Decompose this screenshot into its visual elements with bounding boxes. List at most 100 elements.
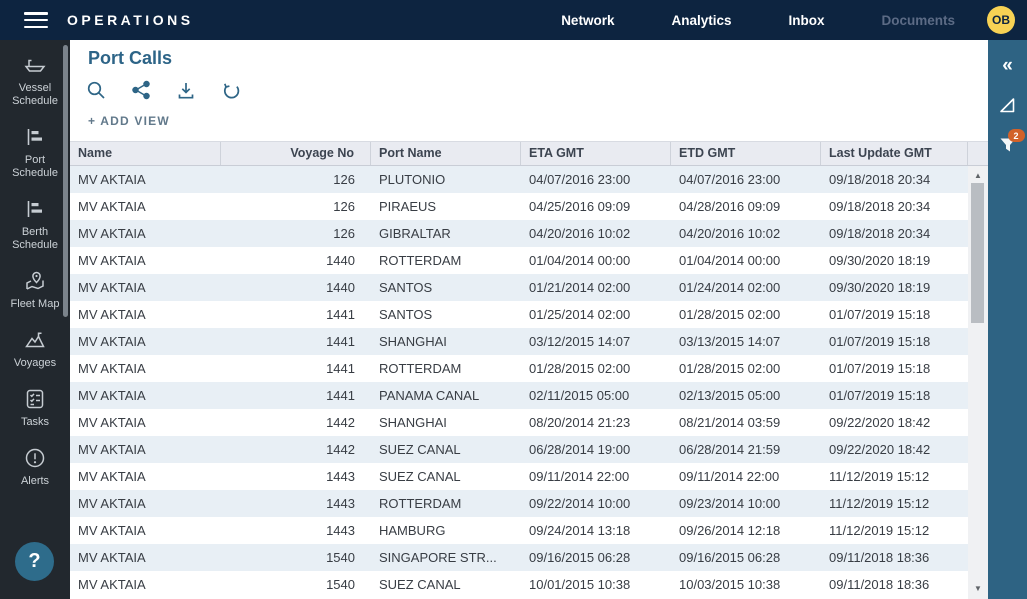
cell-voyage-no: 1540 [326,577,355,592]
table-toolbar [85,79,988,101]
sidebar-item-tasks[interactable]: Tasks [0,387,70,429]
cell-voyage-no: 1442 [326,415,355,430]
cell-last-update-gmt: 01/07/2019 15:18 [829,334,931,349]
sidebar-item-label: Port Schedule [12,154,58,179]
cell-last-update-gmt: 11/12/2019 15:12 [829,469,930,484]
cell-etd-gmt: 06/28/2014 21:59 [679,442,781,457]
cell-last-update-gmt: 09/18/2018 20:34 [829,172,931,187]
column-header-port-name[interactable]: Port Name [371,142,521,165]
cell-port-name: PIRAEUS [379,199,437,214]
scrollbar-thumb[interactable] [971,183,984,323]
table-row[interactable]: MV AKTAIA 1443 HAMBURG 09/24/2014 13:18 09/2… [70,517,968,544]
table-row[interactable]: MV AKTAIA 1540 SINGAPORE STR... 09/16/2015 … [70,544,968,571]
column-header-name[interactable]: Name [70,142,221,165]
cell-port-name: SANTOS [379,280,433,295]
search-icon [85,79,107,101]
cell-name: MV AKTAIA [78,172,146,187]
sidebar-item-voyages[interactable]: Voyages [0,328,70,370]
collapse-panel-button[interactable]: « [991,48,1025,82]
cell-eta-gmt: 09/11/2014 22:00 [529,469,630,484]
cell-port-name: SUEZ CANAL [379,442,461,457]
add-view-button[interactable]: + ADD VIEW [88,114,170,128]
table-row[interactable]: MV AKTAIA 1441 SHANGHAI 03/12/2015 14:07 03/… [70,328,968,355]
cell-name: MV AKTAIA [78,253,146,268]
cell-voyage-no: 1442 [326,442,355,457]
select-cursor-icon [997,95,1018,116]
sidebar-item-fleet-map[interactable]: Fleet Map [0,269,70,311]
column-header-eta-gmt[interactable]: ETA GMT [521,142,671,165]
cell-voyage-no: 1440 [326,280,355,295]
table-scrollbar[interactable]: ▲ ▼ [968,166,988,599]
cell-last-update-gmt: 09/30/2020 18:19 [829,280,931,295]
cell-port-name: ROTTERDAM [379,253,462,268]
sidebar-item-label: Alerts [20,475,50,487]
select-tool-button[interactable] [991,88,1025,122]
scroll-down-arrow[interactable]: ▼ [974,583,982,593]
cell-last-update-gmt: 09/11/2018 18:36 [829,550,930,565]
table-row[interactable]: MV AKTAIA 1441 PANAMA CANAL 02/11/2015 05:0… [70,382,968,409]
cell-eta-gmt: 04/20/2016 10:02 [529,226,631,241]
table-header-stub [968,142,988,165]
table-row[interactable]: MV AKTAIA 126 PIRAEUS 04/25/2016 09:09 04/28… [70,193,968,220]
sidebar-item-berth-schedule[interactable]: Berth Schedule [0,197,70,252]
column-header-etd-gmt[interactable]: ETD GMT [671,142,821,165]
cell-voyage-no: 1443 [326,523,355,538]
cell-eta-gmt: 09/16/2015 06:28 [529,550,631,565]
share-button[interactable] [130,79,152,101]
cell-last-update-gmt: 09/11/2018 18:36 [829,577,930,592]
cell-port-name: SUEZ CANAL [379,577,461,592]
table-row[interactable]: MV AKTAIA 1540 SUEZ CANAL 10/01/2015 10:38 1… [70,571,968,598]
cell-etd-gmt: 04/07/2016 23:00 [679,172,781,187]
cell-last-update-gmt: 09/22/2020 18:42 [829,415,931,430]
table-row[interactable]: MV AKTAIA 1442 SUEZ CANAL 06/28/2014 19:00 0… [70,436,968,463]
cell-etd-gmt: 01/24/2014 02:00 [679,280,781,295]
nav-item-documents[interactable]: Documents [881,12,955,28]
cell-etd-gmt: 09/16/2015 06:28 [679,550,781,565]
table-row[interactable]: MV AKTAIA 126 PLUTONIO 04/07/2016 23:00 04/0… [70,166,968,193]
scroll-up-arrow[interactable]: ▲ [974,170,982,180]
help-button[interactable]: ? [15,542,54,581]
table-row[interactable]: MV AKTAIA 1440 ROTTERDAM 01/04/2014 00:00 01… [70,247,968,274]
cell-voyage-no: 1441 [326,334,355,349]
column-header-last-update-gmt[interactable]: Last Update GMT [821,142,968,165]
column-header-voyage-no[interactable]: Voyage No [221,142,371,165]
cell-last-update-gmt: 01/07/2019 15:18 [829,388,931,403]
main-content: Port Calls [70,40,988,599]
sidebar-item-alerts[interactable]: Alerts [0,446,70,488]
top-nav-menu: Network Analytics Inbox Documents [561,13,955,28]
cell-port-name: ROTTERDAM [379,361,462,376]
table-row[interactable]: MV AKTAIA 1441 ROTTERDAM 01/28/2015 02:00 01… [70,355,968,382]
cell-voyage-no: 126 [333,226,355,241]
cell-etd-gmt: 01/04/2014 00:00 [679,253,781,268]
table-row[interactable]: MV AKTAIA 1441 SANTOS 01/25/2014 02:00 01/28… [70,301,968,328]
sidebar-item-label: Vessel Schedule [12,82,58,107]
table-row[interactable]: MV AKTAIA 1443 SUEZ CANAL 09/11/2014 22:00 0… [70,463,968,490]
download-button[interactable] [175,79,197,101]
undo-button[interactable] [220,79,242,101]
table-row[interactable]: MV AKTAIA 1442 SHANGHAI 08/20/2014 21:23 08/… [70,409,968,436]
cell-port-name: HAMBURG [379,523,446,538]
nav-item-analytics[interactable]: Analytics [671,12,732,28]
sidebar-item-vessel-schedule[interactable]: Vessel Schedule [0,53,70,108]
hamburger-menu-icon[interactable] [24,12,48,28]
filter-button[interactable]: 2 [991,128,1025,162]
nav-item-inbox[interactable]: Inbox [788,12,825,28]
sidebar-item-port-schedule[interactable]: Port Schedule [0,125,70,180]
cell-etd-gmt: 09/23/2014 10:00 [679,496,781,511]
table-row[interactable]: MV AKTAIA 126 GIBRALTAR 04/20/2016 10:02 04/… [70,220,968,247]
cell-port-name: SANTOS [379,307,433,322]
port-calls-table: Name Voyage No Port Name ETA GMT ETD GMT Last… [70,141,988,599]
gantt-icon [23,125,47,149]
table-row[interactable]: MV AKTAIA 1440 SANTOS 01/21/2014 02:00 01/24… [70,274,968,301]
top-navigation-bar: OPERATIONS Network Analytics Inbox Docum… [0,0,1027,40]
nav-item-network[interactable]: Network [561,12,615,28]
cell-eta-gmt: 03/12/2015 14:07 [529,334,631,349]
cell-name: MV AKTAIA [78,388,146,403]
search-button[interactable] [85,79,107,101]
user-avatar[interactable]: OB [987,6,1015,34]
sidebar-item-label: Fleet Map [10,298,60,310]
sidebar-scrollbar-thumb[interactable] [63,45,68,317]
cell-etd-gmt: 01/28/2015 02:00 [679,361,781,376]
cell-name: MV AKTAIA [78,334,146,349]
table-row[interactable]: MV AKTAIA 1443 ROTTERDAM 09/22/2014 10:00 09… [70,490,968,517]
